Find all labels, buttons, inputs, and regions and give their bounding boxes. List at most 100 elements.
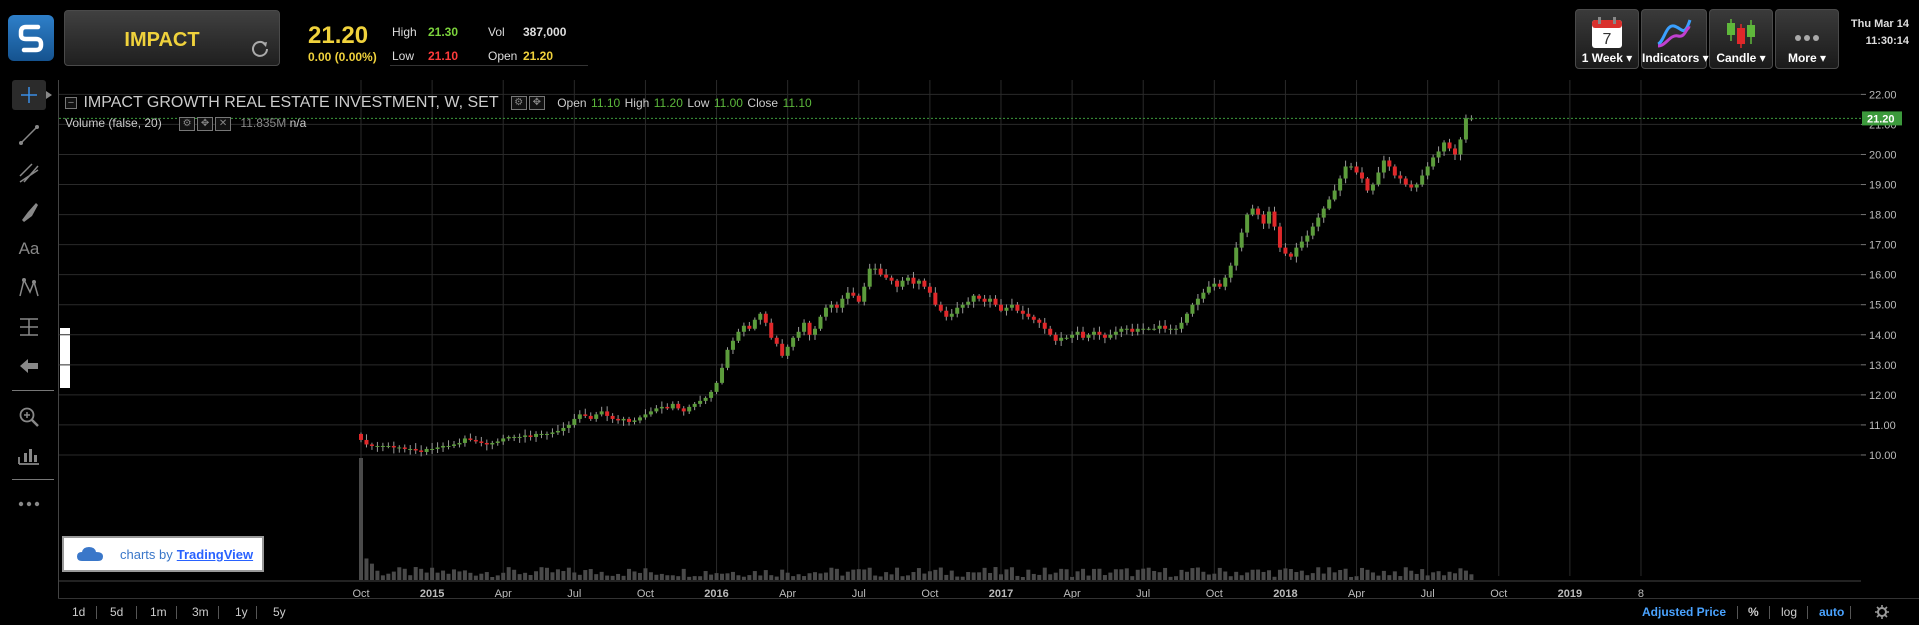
- range-5y[interactable]: 5y: [273, 605, 286, 619]
- time-tick-label: Apr: [495, 588, 512, 600]
- format-icon[interactable]: ✥: [528, 95, 545, 110]
- volume-bar: [933, 569, 938, 580]
- candle-body: [1332, 190, 1337, 200]
- indicators-button[interactable]: Indicators ▾: [1641, 9, 1709, 69]
- drawing-toolbar: Aa: [0, 80, 58, 625]
- time-tick-label: Oct: [1490, 588, 1507, 600]
- range-1m[interactable]: 1m: [150, 605, 167, 619]
- range-3m[interactable]: 3m: [192, 605, 209, 619]
- volume-bar: [523, 572, 528, 580]
- volume-bar: [922, 573, 927, 580]
- candle-body: [960, 304, 965, 308]
- expand-arrow-icon[interactable]: [46, 91, 52, 99]
- time-tick-label: Jul: [1136, 588, 1150, 600]
- candle-body: [1294, 247, 1299, 257]
- pitchfork-tool[interactable]: [12, 158, 46, 188]
- tradingview-credit[interactable]: charts by TradingView: [62, 536, 264, 572]
- candle-body: [906, 277, 910, 281]
- candle-body: [424, 448, 429, 452]
- remove-drawings-tool[interactable]: [12, 351, 46, 381]
- chart-type-button[interactable]: Candle ▾: [1709, 9, 1773, 69]
- text-tool[interactable]: Aa: [12, 234, 46, 264]
- candle-body: [1091, 331, 1096, 335]
- volume-bar: [988, 572, 993, 580]
- candle-body: [977, 295, 982, 299]
- candle-body: [1398, 175, 1403, 179]
- candle-body: [1414, 184, 1419, 188]
- volume-bar: [424, 572, 429, 580]
- app-logo[interactable]: [8, 15, 54, 61]
- price-axis-scale: 10.00 11.00 12.00 13.00 14.00 15.00 16.00 17.00…: [1861, 89, 1902, 462]
- price-tick-label: 14.00: [1869, 330, 1897, 342]
- volume-bar: [1250, 569, 1255, 580]
- interval-button[interactable]: 7 1 Week ▾: [1575, 9, 1639, 69]
- open-label: Open: [488, 49, 518, 63]
- volume-bar: [1463, 570, 1468, 580]
- volume-bar: [1245, 572, 1250, 580]
- more-tools[interactable]: [12, 489, 46, 519]
- volume-bar: [621, 575, 626, 580]
- candle-body: [807, 322, 812, 335]
- candle-body: [402, 447, 407, 449]
- settings-icon[interactable]: ⚙: [510, 95, 527, 110]
- chart-settings-icon[interactable]: [1875, 605, 1889, 619]
- volume-bar: [1234, 571, 1239, 580]
- toolbar-divider: [12, 479, 54, 480]
- trendline-tool[interactable]: [12, 120, 46, 150]
- range-1d[interactable]: 1d: [72, 605, 86, 619]
- brush-icon: [22, 203, 38, 222]
- candle-body: [446, 445, 451, 447]
- more-button[interactable]: More ▾: [1775, 9, 1839, 69]
- crosshair-tool[interactable]: [12, 80, 46, 110]
- collapse-icon[interactable]: −: [65, 96, 77, 109]
- adjusted-price-toggle[interactable]: Adjusted Price: [1642, 605, 1727, 619]
- candle-body: [670, 403, 675, 409]
- time-tick-label: Oct: [637, 588, 654, 600]
- volume-close-icon[interactable]: ✕: [215, 116, 232, 131]
- candle-body: [1152, 328, 1157, 330]
- volume-bar: [380, 575, 385, 580]
- auto-toggle[interactable]: auto: [1819, 605, 1845, 619]
- brush-tool[interactable]: [12, 196, 46, 226]
- measure-tool[interactable]: [12, 441, 46, 471]
- percent-toggle[interactable]: %: [1748, 605, 1759, 619]
- candle-body: [544, 433, 549, 435]
- candle-body: [1026, 313, 1031, 317]
- candle-body: [1113, 331, 1118, 335]
- volume-bar: [1469, 574, 1474, 580]
- fib-tool[interactable]: [12, 312, 46, 342]
- candle-body: [1217, 283, 1222, 287]
- volume-settings-icon[interactable]: ⚙: [179, 116, 196, 131]
- price-chart[interactable]: Oct 2015 Apr Jul Oct 2016 Apr Jul Oct 2017 Apr Jul O…: [59, 80, 1862, 601]
- zoom-tool[interactable]: [12, 402, 46, 432]
- volume-bar: [1261, 571, 1266, 580]
- volume-bar: [1310, 573, 1315, 580]
- volume-bar: [1026, 569, 1031, 580]
- tradingview-link[interactable]: TradingView: [176, 546, 254, 562]
- legend-open-label: Open: [557, 96, 587, 110]
- candle-body: [501, 438, 506, 442]
- candle-body: [468, 438, 473, 440]
- symbol-selector[interactable]: IMPACT: [64, 10, 280, 66]
- log-toggle[interactable]: log: [1781, 605, 1798, 619]
- volume-bar: [1130, 576, 1135, 580]
- legend-high-label: High: [624, 96, 650, 110]
- panel-toggle[interactable]: [60, 328, 70, 388]
- volume-bar: [413, 567, 418, 580]
- candle-body: [1381, 160, 1386, 173]
- cloud-icon: [77, 547, 103, 561]
- range-1y[interactable]: 1y: [235, 605, 248, 619]
- range-5d[interactable]: 5d: [110, 605, 124, 619]
- volume-format-icon[interactable]: ✥: [197, 116, 214, 131]
- refresh-icon[interactable]: [249, 37, 271, 59]
- price-axis[interactable]: 10.00 11.00 12.00 13.00 14.00 15.00 16.00 17.00…: [1861, 80, 1919, 601]
- candle-body: [380, 445, 385, 447]
- volume-bar: [1020, 576, 1025, 580]
- candle-body: [1370, 184, 1375, 191]
- logo-icon: [18, 24, 44, 53]
- pattern-tool[interactable]: [12, 272, 46, 302]
- candle-body: [512, 436, 517, 438]
- volume-bar: [709, 574, 714, 580]
- chart-area[interactable]: Oct 2015 Apr Jul Oct 2016 Apr Jul Oct 2017 Apr Jul O…: [58, 80, 1862, 601]
- volume-bar: [703, 571, 708, 580]
